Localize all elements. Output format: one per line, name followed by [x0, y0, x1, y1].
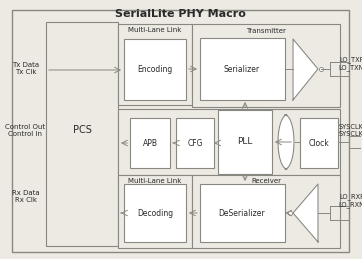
Polygon shape	[293, 184, 318, 242]
Text: Control Out
Control In: Control Out Control In	[5, 124, 45, 137]
Bar	[200, 184, 285, 242]
Bar	[300, 118, 338, 168]
Text: PCS: PCS	[72, 125, 92, 135]
Text: Rx Data
Rx Clk: Rx Data Rx Clk	[12, 190, 40, 203]
Bar	[118, 24, 192, 105]
Bar	[176, 118, 214, 168]
Polygon shape	[293, 39, 318, 100]
Bar	[46, 22, 118, 246]
Text: SYSCLKP
SYSCLKN: SYSCLKP SYSCLKN	[338, 124, 362, 137]
Bar	[118, 109, 340, 175]
Bar	[218, 110, 272, 174]
Text: Multi-Lane Link: Multi-Lane Link	[128, 178, 182, 184]
Text: PLL: PLL	[237, 138, 253, 147]
Text: DeSerializer: DeSerializer	[219, 208, 265, 218]
Bar	[192, 24, 340, 107]
Text: Receiver: Receiver	[251, 178, 281, 184]
Text: Serializer: Serializer	[224, 64, 260, 74]
Bar	[130, 118, 170, 168]
Text: LO_RXP
LO_RXN: LO_RXP LO_RXN	[338, 193, 362, 208]
Text: Encoding: Encoding	[137, 66, 173, 75]
Text: Tx Data
Tx Clk: Tx Data Tx Clk	[13, 62, 39, 75]
Text: SerialLite PHY Macro: SerialLite PHY Macro	[114, 9, 245, 19]
Bar	[192, 175, 340, 248]
Bar	[124, 184, 186, 242]
Text: Multi-Lane Link: Multi-Lane Link	[128, 27, 182, 33]
Text: Decoding: Decoding	[137, 208, 173, 218]
Text: LO_TXP
LO_TXN: LO_TXP LO_TXN	[338, 56, 362, 71]
Text: CFG: CFG	[187, 139, 203, 147]
Text: Transmitter: Transmitter	[246, 28, 286, 34]
Polygon shape	[278, 115, 294, 169]
Bar	[118, 175, 192, 248]
Bar	[200, 38, 285, 100]
Bar	[124, 39, 186, 100]
Text: Clock: Clock	[309, 139, 329, 147]
Text: APB: APB	[143, 139, 157, 147]
